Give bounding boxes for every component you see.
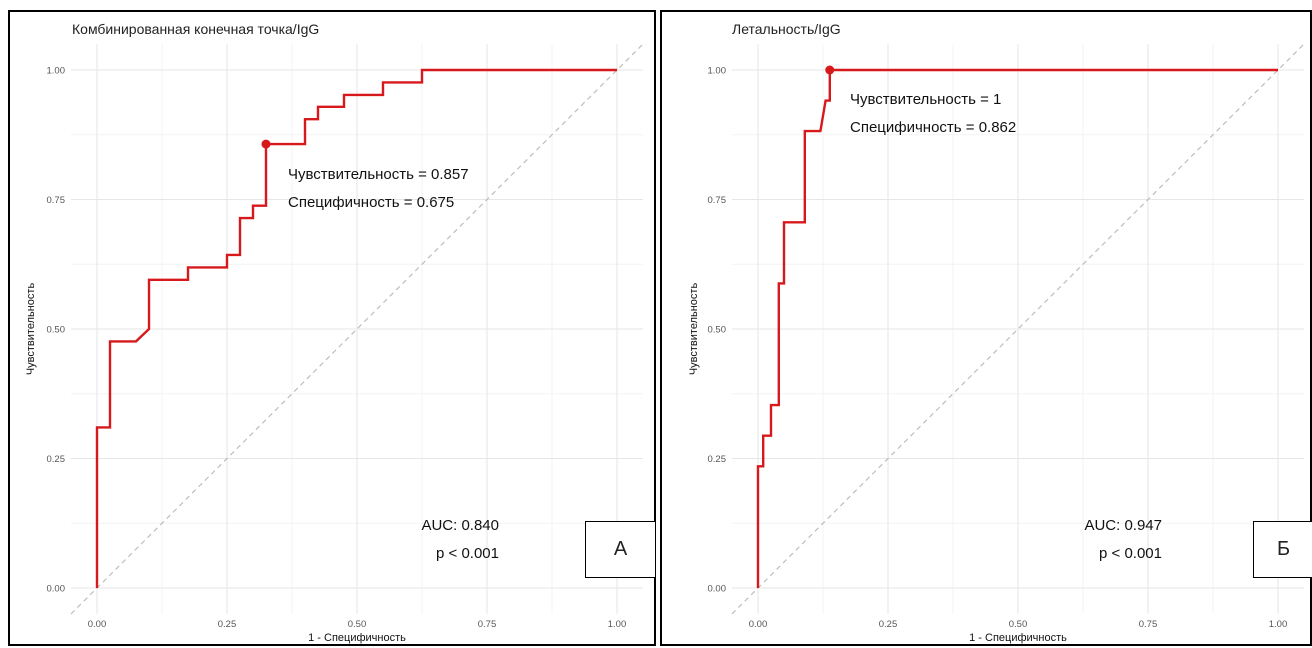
- y-tick-label: 0.25: [47, 454, 66, 465]
- x-tick-label: 0.25: [218, 619, 237, 630]
- roc-chart-a: 0.00 0.25 0.50 0.75 1.00 0.00 0.25 0.50 0.75 1.00…: [25, 21, 644, 644]
- y-tick-label: 0.00: [708, 584, 727, 595]
- specificity-annotation: Специфичность = 0.862: [850, 119, 1016, 136]
- p-value-annotation: p < 0.001: [436, 545, 499, 562]
- panel-label-a: А: [585, 521, 656, 578]
- y-axis-label: Чувствительность: [688, 283, 700, 376]
- x-tick-label: 0.25: [879, 619, 898, 630]
- panel-label-b: Б: [1253, 521, 1312, 578]
- chart-title: Комбинированная конечная точка/IgG: [72, 21, 319, 37]
- y-tick-label: 0.00: [47, 584, 66, 595]
- x-tick-label: 0.50: [1009, 619, 1028, 630]
- sensitivity-annotation: Чувствительность = 1: [850, 91, 1001, 108]
- x-tick-label: 1.00: [608, 619, 627, 630]
- roc-curve-line: [756, 68, 1278, 588]
- x-tick-label: 0.75: [1139, 619, 1158, 630]
- y-tick-label: 0.50: [708, 325, 727, 336]
- y-tick-label: 0.50: [47, 325, 66, 336]
- y-tick-label: 1.00: [47, 66, 66, 77]
- auc-annotation: AUC: 0.840: [421, 517, 499, 534]
- x-tick-label: 0.50: [348, 619, 367, 630]
- x-axis-label: 1 - Специфичность: [969, 632, 1067, 644]
- sensitivity-annotation: Чувствительность = 0.857: [288, 166, 469, 183]
- x-tick-label: 0.00: [88, 619, 107, 630]
- x-tick-label: 0.00: [749, 619, 768, 630]
- specificity-annotation: Специфичность = 0.675: [288, 194, 454, 211]
- y-tick-label: 0.75: [47, 195, 66, 206]
- x-tick-label: 1.00: [1269, 619, 1288, 630]
- cutoff-point: [825, 65, 835, 75]
- chart-title: Летальность/IgG: [732, 21, 841, 37]
- roc-panel-b: 0.00 0.25 0.50 0.75 1.00 0.00 0.25 0.50 0.75 1.00…: [660, 10, 1312, 646]
- auc-annotation: AUC: 0.947: [1084, 517, 1162, 534]
- y-tick-label: 0.25: [708, 454, 727, 465]
- y-tick-label: 0.75: [708, 195, 727, 206]
- roc-chart-b: 0.00 0.25 0.50 0.75 1.00 0.00 0.25 0.50 0.75 1.00…: [688, 21, 1305, 644]
- y-axis-label: Чувствительность: [25, 283, 37, 376]
- x-tick-label: 0.75: [478, 619, 497, 630]
- roc-panel-a: 0.00 0.25 0.50 0.75 1.00 0.00 0.25 0.50 0.75 1.00…: [8, 10, 656, 646]
- x-axis-label: 1 - Специфичность: [308, 632, 406, 644]
- cutoff-point: [261, 139, 271, 149]
- p-value-annotation: p < 0.001: [1099, 545, 1162, 562]
- roc-curve-line: [95, 68, 617, 588]
- y-tick-label: 1.00: [708, 66, 727, 77]
